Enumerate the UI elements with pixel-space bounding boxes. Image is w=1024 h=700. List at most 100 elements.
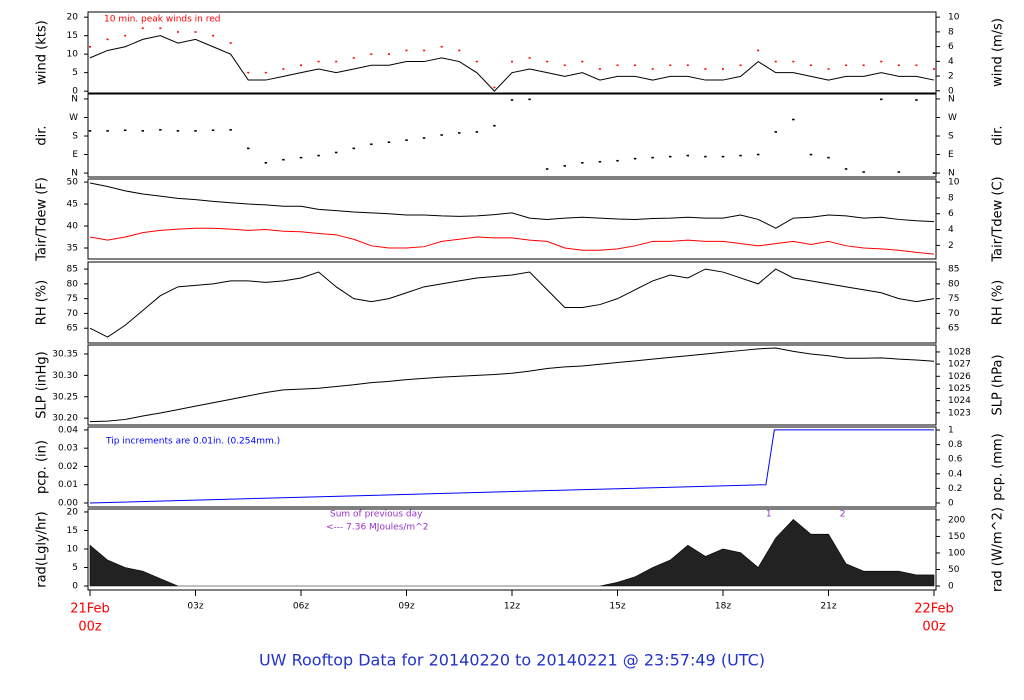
y-tick-label: 20 bbox=[67, 13, 79, 23]
y2-tick-label: 0 bbox=[948, 498, 954, 508]
data-point bbox=[334, 151, 338, 154]
data-point bbox=[370, 143, 373, 146]
x-tick-label: 15z bbox=[609, 602, 625, 612]
y2-tick-label: 100 bbox=[948, 548, 965, 558]
y-tick-label: 40 bbox=[67, 222, 79, 232]
y2-tick-label: N bbox=[948, 94, 955, 104]
y2-tick-label: 4 bbox=[948, 225, 954, 235]
data-point bbox=[563, 64, 566, 67]
y-tick-label: 30.25 bbox=[52, 392, 78, 402]
y-tick-label: 0.01 bbox=[58, 480, 78, 490]
data-point bbox=[370, 53, 373, 55]
data-point bbox=[159, 129, 162, 131]
annotation: Tip increments are 0.01in. (0.254mm.) bbox=[105, 437, 280, 447]
annotation: Sum of previous day bbox=[330, 510, 423, 520]
y2-tick-label: 1 bbox=[948, 425, 954, 435]
data-point bbox=[598, 68, 601, 70]
data-point bbox=[704, 68, 707, 70]
y-tick-label: 35 bbox=[67, 244, 78, 254]
data-point bbox=[563, 165, 566, 167]
data-point bbox=[194, 130, 197, 132]
y2-tick-label: 10 bbox=[948, 13, 960, 23]
y-tick-label: 0 bbox=[72, 582, 78, 592]
y-tick-label: E bbox=[72, 150, 78, 160]
data-point bbox=[757, 49, 760, 52]
data-point bbox=[827, 68, 830, 70]
x-tick-label: 12z bbox=[504, 602, 520, 612]
line bbox=[89, 429, 934, 504]
data-point bbox=[264, 71, 267, 74]
data-point bbox=[545, 168, 549, 170]
data-point bbox=[915, 64, 918, 67]
y-axis-title: SLP (inHg) bbox=[35, 351, 50, 419]
data-point bbox=[510, 99, 514, 101]
data-point bbox=[405, 49, 408, 52]
data-point bbox=[897, 64, 900, 67]
y-axis-title: Tair/Tdew (F) bbox=[35, 177, 50, 262]
data-point bbox=[862, 64, 865, 67]
data-point bbox=[616, 159, 619, 162]
data-point bbox=[176, 130, 180, 132]
data-point bbox=[405, 139, 408, 141]
y-tick-label: W bbox=[69, 113, 78, 123]
data-point bbox=[141, 27, 144, 30]
data-point bbox=[669, 155, 672, 158]
x-tick-label: 06z bbox=[293, 602, 309, 612]
data-point bbox=[669, 64, 672, 67]
data-point bbox=[212, 34, 215, 37]
data-point bbox=[247, 71, 250, 74]
data-point bbox=[335, 60, 338, 63]
y-tick-label: 0.02 bbox=[58, 462, 78, 472]
y-tick-label: 45 bbox=[67, 200, 78, 210]
y2-tick-label: 80 bbox=[948, 279, 960, 289]
panel-frame bbox=[87, 178, 937, 260]
data-point bbox=[862, 171, 865, 173]
y2-tick-label: N bbox=[948, 169, 955, 179]
y2-tick-label: W bbox=[948, 113, 957, 123]
data-point bbox=[89, 45, 91, 48]
data-point bbox=[493, 86, 496, 89]
data-point bbox=[440, 134, 443, 136]
data-point bbox=[721, 155, 725, 158]
data-point bbox=[756, 153, 760, 156]
data-point bbox=[176, 31, 179, 33]
y2-tick-label: 1027 bbox=[948, 360, 971, 370]
y2-tick-label: 0.2 bbox=[948, 484, 962, 494]
data-point bbox=[282, 68, 285, 70]
data-point bbox=[141, 130, 144, 132]
y2-tick-label: 150 bbox=[948, 532, 965, 542]
data-point bbox=[422, 137, 426, 139]
data-point bbox=[844, 168, 848, 170]
data-point bbox=[546, 60, 549, 63]
panel-frame bbox=[87, 261, 937, 344]
x-tick-label: 18z bbox=[715, 602, 731, 612]
data-point bbox=[211, 129, 215, 132]
x-tick-label: 21z bbox=[820, 602, 836, 612]
y2-tick-label: 1028 bbox=[948, 347, 971, 357]
y2-tick-label: 2 bbox=[948, 241, 954, 251]
y2-tick-label: 6 bbox=[948, 42, 954, 52]
y-tick-label: 30.35 bbox=[52, 349, 78, 359]
data-point bbox=[933, 68, 935, 70]
y-tick-label: 5 bbox=[72, 563, 78, 573]
data-point bbox=[880, 98, 883, 101]
y2-axis-title: dir. bbox=[991, 125, 1006, 145]
data-point bbox=[634, 64, 637, 67]
y2-tick-label: 0 bbox=[948, 582, 954, 592]
y2-axis-title: pcp. (mm) bbox=[991, 433, 1006, 500]
data-point bbox=[124, 34, 127, 37]
y2-tick-label: 50 bbox=[948, 565, 960, 575]
data-point bbox=[106, 130, 109, 132]
data-point bbox=[739, 154, 742, 157]
data-point bbox=[352, 57, 355, 59]
data-point bbox=[809, 64, 812, 67]
data-point bbox=[845, 64, 848, 67]
line bbox=[89, 268, 935, 338]
data-point bbox=[792, 118, 795, 121]
data-point bbox=[123, 129, 127, 132]
y2-tick-label: 200 bbox=[948, 515, 965, 525]
data-point bbox=[264, 161, 268, 164]
data-point bbox=[159, 27, 162, 30]
y-tick-label: 15 bbox=[67, 526, 78, 536]
